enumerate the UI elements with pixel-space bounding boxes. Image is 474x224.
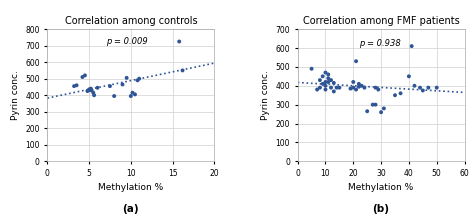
Point <box>127 94 135 98</box>
Point <box>352 88 360 91</box>
Point <box>419 89 427 92</box>
Point <box>94 86 101 90</box>
Point <box>118 83 126 86</box>
Point <box>90 91 97 95</box>
Point <box>325 80 332 84</box>
Point <box>106 84 114 88</box>
Point <box>81 73 89 77</box>
Text: p = 0.938: p = 0.938 <box>359 39 401 48</box>
Point <box>349 86 357 89</box>
Point <box>333 86 340 89</box>
Point <box>86 88 94 92</box>
Point <box>425 86 432 89</box>
Point <box>91 93 98 97</box>
Point <box>327 78 335 82</box>
Point <box>346 87 354 90</box>
Point <box>79 75 86 79</box>
Point <box>319 82 327 86</box>
Point <box>416 86 424 89</box>
Point <box>88 88 95 92</box>
Title: Correlation among FMF patients: Correlation among FMF patients <box>303 15 459 26</box>
Point <box>372 103 379 106</box>
Y-axis label: Pyrin conc.: Pyrin conc. <box>261 70 270 120</box>
Point <box>391 93 399 97</box>
Point <box>87 87 95 90</box>
Point <box>136 77 143 80</box>
Point <box>308 67 315 71</box>
Point <box>369 103 376 106</box>
Text: (a): (a) <box>122 203 139 213</box>
Point <box>397 92 404 95</box>
Point <box>325 76 332 80</box>
Title: Correlation among controls: Correlation among controls <box>64 15 197 26</box>
Point <box>319 75 327 78</box>
Point <box>330 81 337 85</box>
Point <box>322 71 329 74</box>
Point <box>410 84 418 88</box>
Point <box>405 75 413 78</box>
Point <box>179 69 186 72</box>
Point <box>352 59 360 63</box>
Point <box>380 107 388 110</box>
Point <box>313 88 321 91</box>
Point <box>358 84 365 88</box>
Point <box>85 88 93 91</box>
X-axis label: Methylation %: Methylation % <box>98 183 164 192</box>
Point <box>336 86 343 89</box>
Y-axis label: Pyrin conc.: Pyrin conc. <box>10 70 19 120</box>
Point <box>73 84 81 87</box>
Point <box>327 86 335 89</box>
Point <box>322 80 329 84</box>
Point <box>70 84 78 88</box>
Point <box>123 76 130 80</box>
Point <box>355 85 363 88</box>
Point <box>349 80 357 84</box>
Point <box>377 110 385 114</box>
Point <box>129 91 137 95</box>
Text: p = 0.009: p = 0.009 <box>106 37 147 46</box>
Point <box>364 110 371 113</box>
Point <box>355 82 363 86</box>
Point <box>322 84 329 88</box>
Point <box>325 73 332 76</box>
Point <box>131 93 139 96</box>
Point <box>316 86 324 89</box>
Point <box>316 78 324 82</box>
Point <box>330 90 337 93</box>
X-axis label: Methylation %: Methylation % <box>348 183 414 192</box>
Point <box>433 86 440 89</box>
Point <box>134 79 141 82</box>
Point <box>83 89 91 93</box>
Point <box>175 40 183 43</box>
Text: (b): (b) <box>373 203 390 213</box>
Point <box>408 44 416 48</box>
Point <box>374 88 382 91</box>
Point <box>322 88 329 91</box>
Point <box>110 94 118 98</box>
Point <box>372 86 379 89</box>
Point <box>361 86 368 89</box>
